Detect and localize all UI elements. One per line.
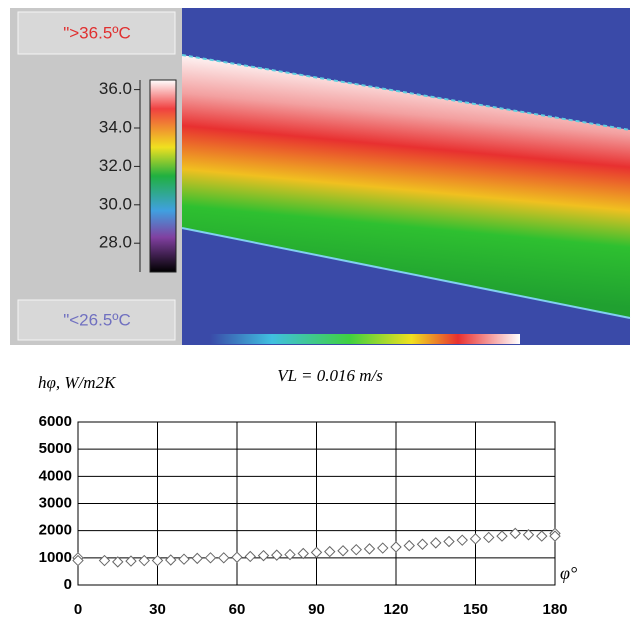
data-point [337, 545, 349, 557]
data-point [549, 530, 561, 542]
thermal-band [182, 55, 630, 318]
y-tick-label: 2000 [39, 522, 72, 539]
data-point [231, 551, 243, 563]
min-box [17, 299, 176, 341]
data-point [297, 547, 309, 560]
y-tick-label: 3000 [39, 494, 72, 511]
data-point [483, 531, 495, 544]
x-tick-label: 90 [308, 601, 325, 618]
data-point [456, 534, 468, 546]
data-point [98, 554, 111, 567]
y-tick-label: 5000 [39, 440, 72, 457]
data-point [469, 533, 482, 545]
data-point [350, 543, 362, 556]
data-point [138, 554, 150, 567]
data-point [191, 552, 203, 565]
data-point [522, 529, 535, 541]
data-point [416, 538, 429, 550]
data-point [430, 537, 442, 549]
data-point [165, 554, 177, 566]
y-tick-label: 6000 [39, 413, 72, 430]
data-point [244, 550, 256, 563]
y-tick-label: 0 [64, 576, 72, 593]
data-point [324, 545, 336, 558]
data-point [443, 535, 455, 548]
data-point [178, 553, 190, 565]
chart-title: VL = 0.016 m/s [277, 366, 383, 385]
x-tick-label: 120 [383, 601, 408, 618]
min-label: "<26.5ºC [63, 310, 131, 329]
data-point [496, 530, 508, 542]
scale-tick-label: 36.0 [99, 79, 132, 98]
data-point [151, 554, 164, 567]
y-axis-label: hφ, W/m2K [38, 373, 117, 392]
data-point [509, 527, 521, 540]
x-axis-label: φ° [560, 563, 577, 583]
data-point [218, 552, 230, 564]
colorbar [149, 79, 177, 273]
data-point [390, 541, 402, 553]
data-point [284, 548, 296, 561]
band-edge [181, 54, 631, 131]
data-point [536, 530, 548, 542]
scale-tick-label: 28.0 [99, 233, 132, 252]
band-edge [181, 227, 631, 319]
data-point [257, 549, 270, 562]
data-point [310, 546, 323, 559]
y-tick-label: 1000 [39, 549, 72, 566]
data-point [125, 555, 137, 567]
data-point [112, 556, 124, 568]
max-label: ">36.5ºC [63, 23, 131, 42]
scale-tick-label: 34.0 [99, 117, 132, 136]
data-point [72, 554, 84, 567]
x-tick-label: 0 [74, 601, 82, 618]
y-tick-label: 4000 [39, 467, 72, 484]
data-point [204, 552, 217, 564]
scale-tick-label: 32.0 [99, 156, 132, 175]
scale-tick-label: 30.0 [99, 194, 132, 213]
scale-strip [210, 334, 520, 344]
x-tick-label: 180 [542, 601, 567, 618]
data-point [403, 539, 415, 552]
data-point [363, 543, 376, 555]
x-tick-label: 30 [149, 601, 166, 618]
data-point [271, 549, 283, 561]
max-box [17, 11, 176, 55]
data-point [377, 542, 389, 554]
x-tick-label: 150 [463, 601, 488, 618]
x-tick-label: 60 [229, 601, 246, 618]
